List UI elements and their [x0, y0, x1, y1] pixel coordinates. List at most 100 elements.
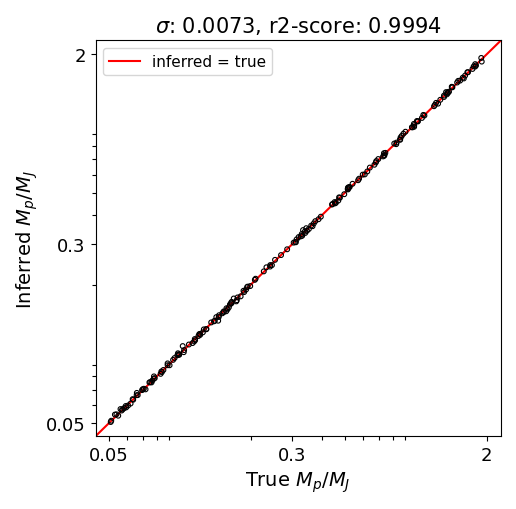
Point	[301, 228, 309, 236]
Point	[444, 89, 452, 97]
Point	[185, 341, 193, 349]
Point	[233, 297, 241, 305]
X-axis label: True $M_p/M_J$: True $M_p/M_J$	[246, 470, 351, 494]
Point	[242, 286, 250, 294]
Point	[443, 90, 452, 98]
Point	[148, 379, 156, 387]
Point	[317, 213, 325, 221]
Point	[469, 66, 477, 74]
Point	[158, 368, 166, 376]
Point	[303, 227, 311, 235]
Point	[215, 314, 223, 322]
Point	[463, 69, 472, 77]
Point	[210, 318, 218, 326]
Point	[410, 121, 418, 129]
Point	[122, 402, 130, 410]
Point	[328, 201, 336, 209]
Point	[251, 276, 259, 285]
Point	[381, 150, 390, 158]
Point	[344, 184, 352, 192]
Point	[220, 308, 228, 317]
Point	[146, 378, 154, 386]
Point	[196, 330, 204, 338]
Point	[211, 317, 219, 325]
Point	[390, 140, 398, 148]
Point	[346, 184, 354, 192]
Point	[283, 246, 291, 254]
Point	[126, 400, 135, 408]
Point	[442, 89, 450, 97]
Point	[301, 230, 310, 238]
Point	[297, 233, 305, 241]
Point	[472, 62, 480, 70]
Point	[305, 225, 313, 234]
Point	[431, 101, 439, 109]
Point	[175, 351, 183, 359]
Point	[138, 386, 146, 394]
Point	[190, 337, 198, 346]
Point	[436, 97, 444, 105]
Point	[307, 222, 315, 230]
Point	[392, 141, 400, 149]
Point	[157, 367, 166, 376]
Point	[174, 351, 183, 359]
Point	[299, 227, 307, 235]
Point	[399, 130, 408, 138]
Point	[363, 168, 372, 176]
Point	[345, 184, 353, 192]
Point	[372, 159, 380, 167]
Point	[410, 122, 418, 130]
Point	[454, 77, 462, 86]
Point	[236, 293, 245, 301]
Point	[380, 152, 389, 160]
Point	[150, 373, 158, 381]
Point	[202, 326, 211, 334]
Point	[289, 239, 298, 247]
Point	[348, 180, 357, 188]
Point	[340, 191, 348, 199]
Point	[228, 299, 236, 307]
Point	[223, 306, 232, 314]
Point	[112, 410, 121, 418]
Point	[225, 304, 233, 312]
Point	[215, 312, 223, 320]
Point	[170, 354, 179, 362]
Point	[329, 201, 337, 209]
Point	[195, 332, 203, 341]
Point	[408, 124, 416, 132]
Point	[199, 329, 207, 337]
Point	[243, 284, 251, 292]
Point	[344, 186, 352, 194]
Point	[331, 200, 339, 208]
Point	[129, 396, 137, 404]
Point	[240, 289, 248, 297]
Point	[262, 264, 270, 272]
Point	[120, 404, 128, 412]
Point	[268, 262, 276, 270]
Point	[196, 331, 204, 340]
Point	[266, 262, 275, 270]
Point	[212, 314, 220, 322]
Point	[239, 287, 248, 295]
Point	[478, 59, 486, 67]
Point	[430, 103, 438, 111]
Point	[401, 128, 410, 136]
Point	[140, 385, 148, 393]
Point	[107, 418, 115, 426]
Point	[461, 72, 469, 80]
Point	[460, 75, 468, 83]
Point	[230, 295, 238, 303]
Point	[477, 55, 486, 63]
Point	[471, 63, 479, 71]
Point	[396, 136, 405, 145]
Point	[453, 79, 461, 88]
Point	[151, 374, 159, 382]
Point	[222, 304, 231, 313]
Point	[219, 308, 228, 316]
Point	[226, 301, 234, 309]
Y-axis label: Inferred $M_p/M_J$: Inferred $M_p/M_J$	[15, 169, 40, 308]
Point	[335, 194, 343, 202]
Point	[175, 351, 183, 359]
Point	[260, 268, 268, 276]
Point	[133, 391, 141, 400]
